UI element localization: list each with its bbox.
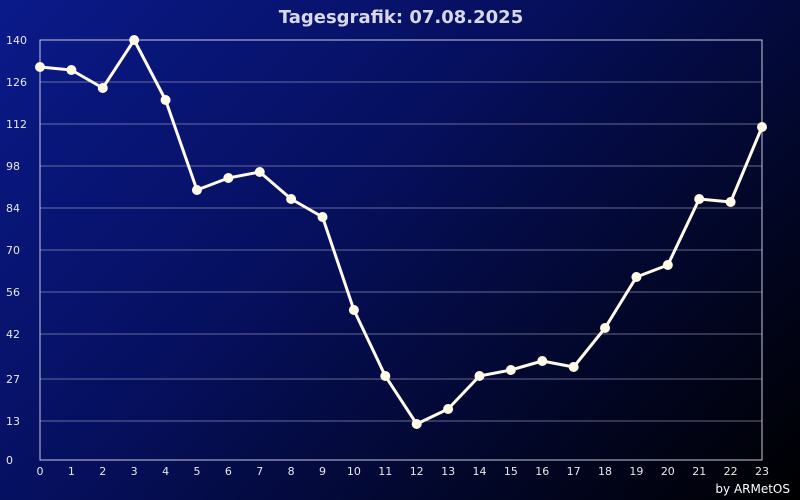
x-tick-label-23: 23: [755, 465, 769, 478]
x-tick-label-21: 21: [692, 465, 706, 478]
x-tick-label-14: 14: [472, 465, 486, 478]
data-point-14: [474, 371, 485, 381]
data-point-10: [348, 305, 359, 315]
data-point-2: [97, 83, 108, 93]
x-tick-label-6: 6: [225, 465, 232, 478]
data-point-11: [380, 371, 391, 381]
data-point-17: [568, 362, 579, 372]
x-tick-label-17: 17: [567, 465, 581, 478]
data-point-16: [537, 356, 548, 366]
data-point-13: [443, 404, 454, 414]
x-tick-label-19: 19: [629, 465, 643, 478]
x-tick-label-2: 2: [99, 465, 106, 478]
data-point-20: [662, 260, 673, 270]
x-tick-label-4: 4: [162, 465, 169, 478]
y-tick-label-56: 56: [6, 286, 20, 299]
data-point-21: [694, 194, 705, 204]
data-point-9: [317, 212, 328, 222]
y-tick-label-70: 70: [6, 244, 20, 257]
y-axis-ticks: 0 13 27 42 56 70 84 98 112 126 140: [6, 34, 27, 467]
x-tick-label-7: 7: [256, 465, 263, 478]
plot-frame: [39, 39, 763, 461]
data-point-23: [757, 122, 767, 132]
x-tick-label-20: 20: [661, 465, 675, 478]
data-point-4: [160, 95, 171, 105]
y-tick-label-98: 98: [6, 160, 20, 173]
x-tick-label-5: 5: [193, 465, 200, 478]
x-tick-label-18: 18: [598, 465, 612, 478]
y-tick-label-0: 0: [6, 454, 13, 467]
y-tick-label-13: 13: [6, 415, 20, 428]
credit-label: by ARMetOS: [715, 482, 790, 496]
x-tick-label-8: 8: [288, 465, 295, 478]
data-point-3: [129, 35, 140, 45]
data-point-8: [286, 194, 297, 204]
data-point-0: [35, 62, 45, 72]
data-point-19: [631, 272, 642, 282]
y-tick-label-140: 140: [6, 34, 27, 47]
x-tick-label-13: 13: [441, 465, 455, 478]
y-tick-label-42: 42: [6, 328, 20, 341]
x-tick-label-0: 0: [37, 465, 44, 478]
x-axis-ticks: 0 1 2 3 4 5 6 7 8 9 10 11 12 13 14 15 16 17 18 19 20 21 22 23: [37, 465, 770, 478]
grid-lines: [40, 81, 762, 422]
y-tick-label-84: 84: [6, 202, 20, 215]
y-tick-label-112: 112: [6, 118, 27, 131]
x-tick-label-9: 9: [319, 465, 326, 478]
data-point-18: [600, 323, 611, 333]
chart-title: Tagesgrafik: 07.08.2025: [279, 7, 523, 28]
x-tick-label-15: 15: [504, 465, 518, 478]
x-tick-label-10: 10: [347, 465, 361, 478]
data-point-6: [223, 173, 234, 183]
data-point-5: [191, 185, 202, 195]
y-tick-label-126: 126: [6, 76, 27, 89]
data-point-22: [725, 197, 736, 207]
series-line-0: [38, 38, 764, 426]
data-point-15: [505, 365, 516, 375]
x-tick-label-16: 16: [535, 465, 549, 478]
x-tick-label-3: 3: [131, 465, 138, 478]
x-tick-label-12: 12: [410, 465, 424, 478]
x-tick-label-1: 1: [68, 465, 75, 478]
data-point-12: [411, 419, 422, 429]
data-series: [35, 35, 767, 429]
data-point-1: [66, 65, 77, 75]
x-tick-label-11: 11: [378, 465, 392, 478]
y-tick-label-27: 27: [6, 373, 20, 386]
data-point-7: [254, 167, 265, 177]
x-tick-label-22: 22: [724, 465, 738, 478]
